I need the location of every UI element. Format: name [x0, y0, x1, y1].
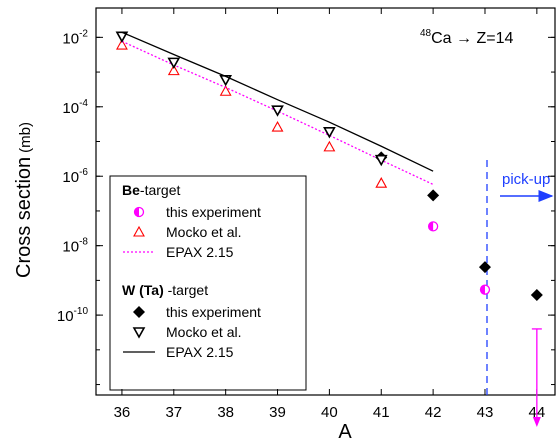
legend-swatch [132, 327, 146, 339]
legend-group-title: W (Ta) -target [122, 282, 208, 298]
marker [323, 140, 336, 152]
legend-swatch [133, 306, 145, 318]
legend-label: Mocko et al. [166, 324, 241, 340]
legend-group-rest: -target [140, 182, 181, 198]
data-point [323, 140, 336, 152]
x-tick-label: 36 [114, 404, 131, 421]
marker [167, 57, 181, 70]
legend-swatch [133, 206, 145, 218]
marker [271, 120, 284, 132]
y-tick-label: 10-10 [57, 306, 89, 325]
data-point [323, 127, 336, 139]
marker [219, 74, 233, 87]
marker [271, 105, 284, 117]
marker-fill [134, 207, 139, 217]
data-point [167, 64, 180, 76]
marker [478, 261, 491, 274]
legend-label: this experiment [166, 204, 261, 220]
legend-swatch [133, 225, 145, 237]
marker [115, 38, 128, 50]
y-tick-base: 10 [62, 100, 79, 117]
model-line [121, 31, 434, 172]
data-point [375, 177, 388, 188]
legend-label: Mocko et al. [166, 224, 241, 240]
y-tick-label: 10-6 [62, 167, 88, 186]
y-axis-title: Cross section [13, 157, 35, 278]
legend-group-bold: Be [122, 182, 140, 198]
y-tick-exponent: -2 [79, 28, 88, 39]
y-tick-base: 10 [62, 239, 79, 256]
x-tick-label: 40 [321, 404, 338, 421]
marker [219, 85, 232, 96]
y-axis-unit: (mb) [17, 122, 34, 153]
legend-label: EPAX 2.15 [166, 344, 234, 360]
y-tick-label: 10-8 [62, 237, 88, 256]
data-point [427, 221, 439, 232]
data-point [115, 38, 128, 50]
marker-fill [428, 221, 434, 231]
data-point [219, 85, 232, 96]
legend-group-rest: -target [164, 282, 208, 298]
marker [374, 154, 388, 167]
reaction-mass: 48 [420, 28, 432, 39]
marker [133, 306, 145, 318]
upper-limit-head [532, 417, 541, 427]
marker [323, 127, 336, 139]
legend-group-bold: W (Ta) [122, 282, 164, 298]
y-tick-base: 10 [62, 169, 79, 186]
y-tick-base: 10 [62, 30, 79, 47]
x-axis-label: A [338, 421, 352, 443]
legend-group-title: Be-target [122, 182, 180, 198]
y-tick-exponent: -8 [79, 237, 88, 248]
y-axis-label: Cross section (mb) [13, 122, 35, 278]
data-point [531, 328, 542, 427]
y-tick-exponent: -6 [79, 167, 88, 178]
y-tick-label: 10-2 [62, 28, 88, 47]
y-tick-exponent: -4 [79, 98, 88, 109]
data-point [167, 57, 181, 70]
legend-label: EPAX 2.15 [166, 244, 234, 260]
y-tick-base: 10 [57, 308, 74, 325]
marker-fill [480, 285, 485, 295]
marker [133, 225, 145, 237]
x-tick-label: 38 [217, 404, 234, 421]
reaction-text: Ca → Z=14 [431, 30, 513, 47]
x-tick-label: 43 [477, 404, 494, 421]
y-tick-exponent: -10 [74, 306, 89, 317]
marker [132, 327, 146, 339]
plot-frame [95, 7, 556, 396]
data-point [530, 288, 543, 301]
x-tick-label: 41 [373, 404, 390, 421]
reaction-label: 48Ca → Z=14 [420, 28, 513, 47]
legend-label: this experiment [166, 304, 261, 320]
x-tick-label: 39 [269, 404, 286, 421]
data-point [374, 154, 388, 167]
x-tick-label: 37 [165, 404, 182, 421]
marker [427, 189, 440, 202]
data-point [478, 261, 491, 274]
marker [167, 64, 180, 76]
pickup-label: pick-up [502, 171, 550, 188]
data-point [271, 105, 284, 117]
marker [375, 177, 388, 188]
x-tick-label: 42 [425, 404, 442, 421]
marker [530, 288, 543, 301]
data-point [219, 74, 233, 87]
data-point [427, 189, 440, 202]
data-point [479, 284, 491, 295]
data-point [271, 120, 284, 132]
y-tick-label: 10-4 [62, 98, 88, 117]
